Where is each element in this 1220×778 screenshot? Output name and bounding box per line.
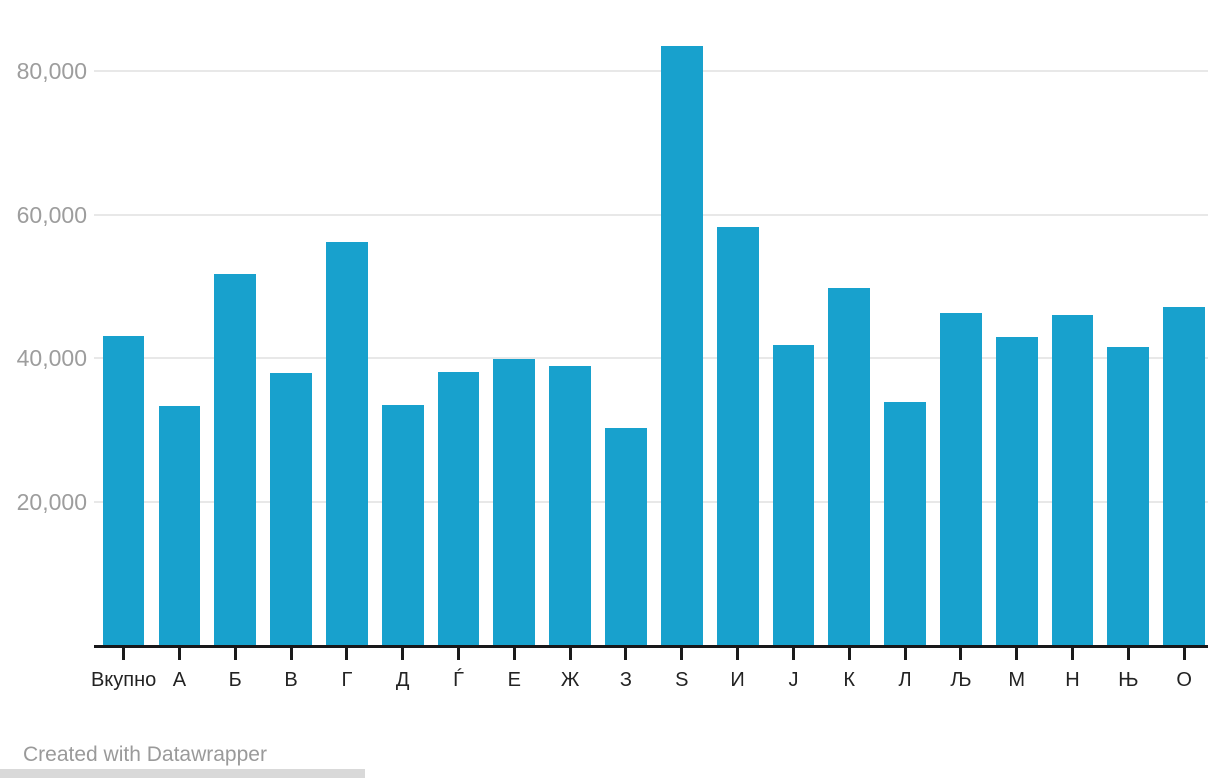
- x-axis-tick: [1126, 648, 1130, 660]
- bar-М[interactable]: [995, 336, 1038, 646]
- x-axis-tick-label: Ѕ: [675, 669, 689, 691]
- x-axis-tick: [1182, 648, 1186, 660]
- x-axis-tick: [289, 648, 293, 660]
- x-axis-tick: [568, 648, 572, 660]
- bar-Ѕ[interactable]: [660, 45, 703, 646]
- bar-Г[interactable]: [325, 241, 368, 646]
- plot-area: 20,000 40,000 60,000 80,000 Вкупно А Б В Г Д Ѓ Е Ж З Ѕ…: [16, 45, 1208, 691]
- x-axis-tick: [1071, 648, 1075, 660]
- x-axis-tick: [1015, 648, 1019, 660]
- x-axis-tick: [122, 648, 126, 660]
- bottom-gray-strip: [0, 769, 365, 778]
- bar-И[interactable]: [716, 226, 759, 646]
- bar-Ј[interactable]: [772, 345, 815, 646]
- gridline: [94, 213, 1208, 216]
- x-axis-tick-label: Њ: [1118, 669, 1139, 691]
- x-axis-tick-label: М: [1008, 669, 1026, 691]
- x-axis-tick: [903, 648, 907, 660]
- x-axis-tick: [401, 648, 405, 660]
- y-axis-tick-label: 60,000: [16, 201, 87, 228]
- bar-Вкупно[interactable]: [102, 336, 145, 646]
- x-axis-tick-label: Е: [507, 669, 521, 691]
- x-axis-tick: [736, 648, 740, 660]
- bar-Љ[interactable]: [940, 313, 982, 646]
- bar-Л[interactable]: [884, 401, 926, 646]
- x-axis-tick-label: З: [619, 669, 633, 691]
- gridline: [94, 357, 1208, 360]
- bar-Е[interactable]: [493, 359, 536, 646]
- bar-Д[interactable]: [381, 405, 424, 646]
- bar-О[interactable]: [1163, 306, 1206, 646]
- bar-В[interactable]: [270, 373, 312, 646]
- x-axis-tick: [457, 648, 461, 660]
- bar-Њ[interactable]: [1107, 346, 1150, 646]
- bar-Ж[interactable]: [549, 366, 592, 646]
- bar-Ѓ[interactable]: [437, 372, 480, 646]
- x-axis-tick-label: Н: [1065, 669, 1080, 691]
- x-axis-tick-label: Ј: [788, 669, 799, 691]
- x-axis-tick-label: В: [284, 669, 298, 691]
- x-axis-tick-label: А: [172, 669, 187, 691]
- x-axis-tick: [680, 648, 684, 660]
- x-axis-tick-label: И: [730, 669, 745, 691]
- x-axis-tick: [959, 648, 963, 660]
- x-axis-tick: [791, 648, 795, 660]
- x-axis-tick-label: Б: [228, 669, 242, 691]
- datawrapper-credit-link[interactable]: Created with Datawrapper: [23, 743, 267, 766]
- bar-Н[interactable]: [1051, 314, 1094, 646]
- bar-Б[interactable]: [214, 273, 257, 646]
- y-axis-tick-label: 40,000: [16, 345, 87, 372]
- gridline: [94, 69, 1208, 72]
- x-axis-tick-label: О: [1176, 669, 1192, 691]
- y-axis-tick-label: 20,000: [16, 489, 87, 516]
- x-axis-tick-label: Љ: [950, 669, 972, 691]
- x-axis-tick-label: К: [843, 669, 856, 691]
- x-axis-tick: [345, 648, 349, 660]
- x-axis-tick-label: Л: [898, 669, 912, 691]
- x-axis-tick-label: Д: [395, 669, 410, 691]
- x-axis-tick: [177, 648, 181, 660]
- x-axis-tick: [233, 648, 237, 660]
- x-axis-tick: [624, 648, 628, 660]
- x-axis-line: [94, 645, 1208, 648]
- bar-К[interactable]: [828, 287, 871, 646]
- gridline: [94, 501, 1208, 504]
- bar-А[interactable]: [158, 405, 201, 646]
- x-axis-tick-label: Ж: [560, 669, 580, 691]
- x-axis-tick: [847, 648, 851, 660]
- x-axis-tick: [512, 648, 516, 660]
- x-axis-tick-label: Г: [341, 669, 353, 691]
- bar-З[interactable]: [605, 428, 647, 646]
- x-axis-tick-label: Ѓ: [453, 669, 464, 691]
- x-axis-tick-label: Вкупно: [90, 669, 157, 691]
- y-axis-tick-label: 80,000: [16, 57, 87, 84]
